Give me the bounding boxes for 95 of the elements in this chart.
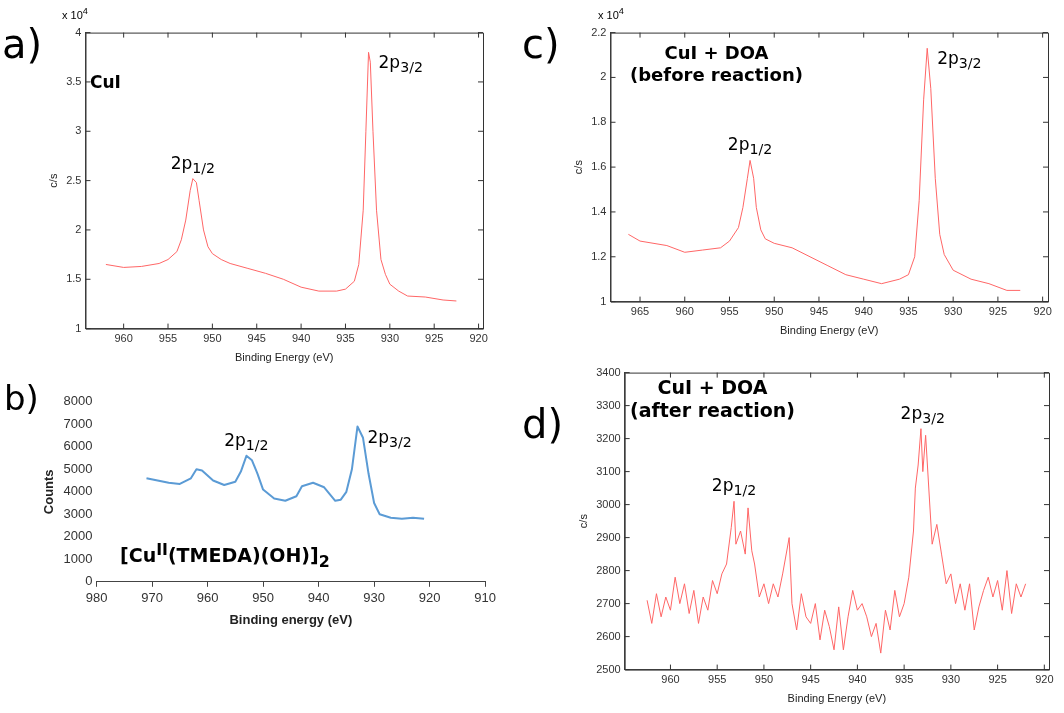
- annotation: 2p$_{1/2}$: [224, 429, 269, 453]
- x-tick-label: 950: [754, 673, 774, 686]
- x-tick-label: 960: [114, 332, 133, 345]
- x-tick-label: 955: [720, 305, 739, 318]
- annotation: [Cu$^{II}$(TMEDA)(OH)]$_{2}$: [120, 540, 330, 572]
- y-axis-title: c/s: [576, 513, 589, 529]
- y-tick-label: 3000: [596, 497, 621, 510]
- y-tick-label: 5000: [63, 460, 93, 476]
- x-tick-label: 930: [380, 332, 400, 345]
- x-tick-label: 925: [988, 305, 1008, 318]
- text: x 10$^{4}$: [598, 6, 624, 22]
- y-tick-label: 2800: [596, 563, 621, 576]
- x-tick-label: 945: [801, 673, 820, 686]
- x-tick-label: 950: [252, 590, 274, 606]
- x-tick-label: 920: [418, 590, 441, 606]
- annotation: 2p$_{3/2}$: [367, 426, 412, 450]
- x-tick-label: 950: [203, 332, 222, 345]
- y-tick-label: 3400: [596, 365, 621, 378]
- x-tick-label: 970: [141, 590, 163, 606]
- x-tick-label: 930: [941, 673, 961, 686]
- x-tick-label: 920: [1035, 673, 1054, 686]
- annotation: 2p$_{1/2}$: [727, 133, 773, 158]
- y-tick-label: 2: [75, 222, 82, 235]
- y-tick-label: 8000: [63, 393, 93, 409]
- x-axis-title: Binding energy (eV): [229, 611, 353, 627]
- annotation: CuI: [90, 72, 121, 93]
- y-tick-label: 1.5: [66, 272, 82, 285]
- y-tick-label: 3000: [63, 505, 93, 521]
- y-tick-label: 1.2: [591, 249, 607, 262]
- x-axis-title: Binding Energy (eV): [235, 351, 334, 364]
- annotation: 2p$_{3/2}$: [937, 48, 982, 72]
- y-tick-label: 7000: [63, 415, 93, 431]
- annotation: 2p$_{3/2}$: [900, 402, 946, 426]
- x-tick-label: 930: [943, 305, 963, 318]
- y-tick-label: 2600: [596, 629, 621, 642]
- y-tick-label: 1.4: [591, 204, 607, 217]
- annotation: 2p$_{1/2}$: [170, 152, 216, 176]
- text: b): [4, 378, 39, 419]
- x-tick-label: 955: [158, 332, 178, 345]
- x-tick-label: 910: [474, 590, 497, 606]
- y-tick-label: 2.5: [66, 173, 82, 186]
- y-tick-label: 4: [75, 25, 82, 38]
- x-tick-label: 940: [307, 590, 330, 606]
- y-axis-title: c/s: [46, 173, 59, 188]
- y-tick-label: 1: [75, 321, 82, 334]
- y-axis-title: Counts: [41, 469, 57, 515]
- x-tick-label: 940: [291, 332, 311, 345]
- x-tick-label: 920: [1033, 305, 1052, 318]
- x-tick-label: 935: [336, 332, 355, 345]
- x-tick-label: 960: [675, 305, 694, 318]
- y-tick-label: 3.5: [66, 74, 82, 87]
- text: c): [522, 20, 560, 68]
- y-tick-label: 2500: [596, 662, 621, 675]
- y-tick-label: 1: [600, 294, 607, 307]
- x-tick-label: 940: [848, 673, 867, 686]
- y-tick-label: 0: [85, 573, 93, 589]
- y-tick-label: 2000: [63, 528, 93, 544]
- y-tick-label: 1.8: [591, 115, 607, 128]
- x-tick-label: 935: [894, 673, 914, 686]
- x-tick-label: 950: [765, 305, 784, 318]
- x-tick-label: 980: [85, 590, 108, 606]
- x-tick-label: 945: [247, 332, 266, 345]
- text: d): [522, 400, 563, 448]
- x-tick-label: 945: [809, 305, 829, 318]
- x-tick-label: 960: [196, 590, 219, 606]
- text: a): [2, 20, 43, 68]
- y-tick-label: 2700: [596, 596, 621, 609]
- x-axis-title: Binding Energy (eV): [787, 692, 887, 705]
- y-tick-label: 4000: [63, 483, 93, 499]
- y-tick-label: 1000: [63, 550, 93, 566]
- x-tick-label: 930: [363, 590, 385, 606]
- annotation: CuI + DOA (before reaction): [630, 42, 803, 86]
- y-tick-label: 3: [75, 124, 82, 137]
- x-tick-label: 965: [630, 305, 650, 318]
- y-tick-label: 2: [600, 70, 607, 83]
- x-tick-label: 960: [661, 673, 680, 686]
- annotation: 2p$_{3/2}$: [378, 52, 423, 76]
- y-tick-label: 1.6: [591, 160, 607, 173]
- y-tick-label: 2.2: [591, 25, 607, 38]
- y-tick-label: 3100: [596, 464, 621, 477]
- y-tick-label: 3200: [596, 431, 621, 444]
- x-axis-title: Binding Energy (eV): [780, 324, 879, 337]
- annotation: 2p$_{1/2}$: [711, 474, 757, 499]
- x-tick-label: 925: [988, 673, 1007, 686]
- x-tick-label: 940: [854, 305, 873, 318]
- text: x 10$^{4}$: [62, 6, 88, 22]
- x-tick-label: 925: [425, 332, 444, 345]
- annotation: CuI + DOA (after reaction): [630, 376, 795, 422]
- x-tick-label: 920: [469, 332, 488, 345]
- y-tick-label: 6000: [63, 438, 93, 454]
- y-tick-label: 2900: [596, 530, 621, 543]
- y-axis-title: c/s: [571, 159, 584, 175]
- x-tick-label: 935: [899, 305, 918, 318]
- y-tick-label: 3300: [596, 398, 621, 411]
- x-tick-label: 955: [708, 673, 727, 686]
